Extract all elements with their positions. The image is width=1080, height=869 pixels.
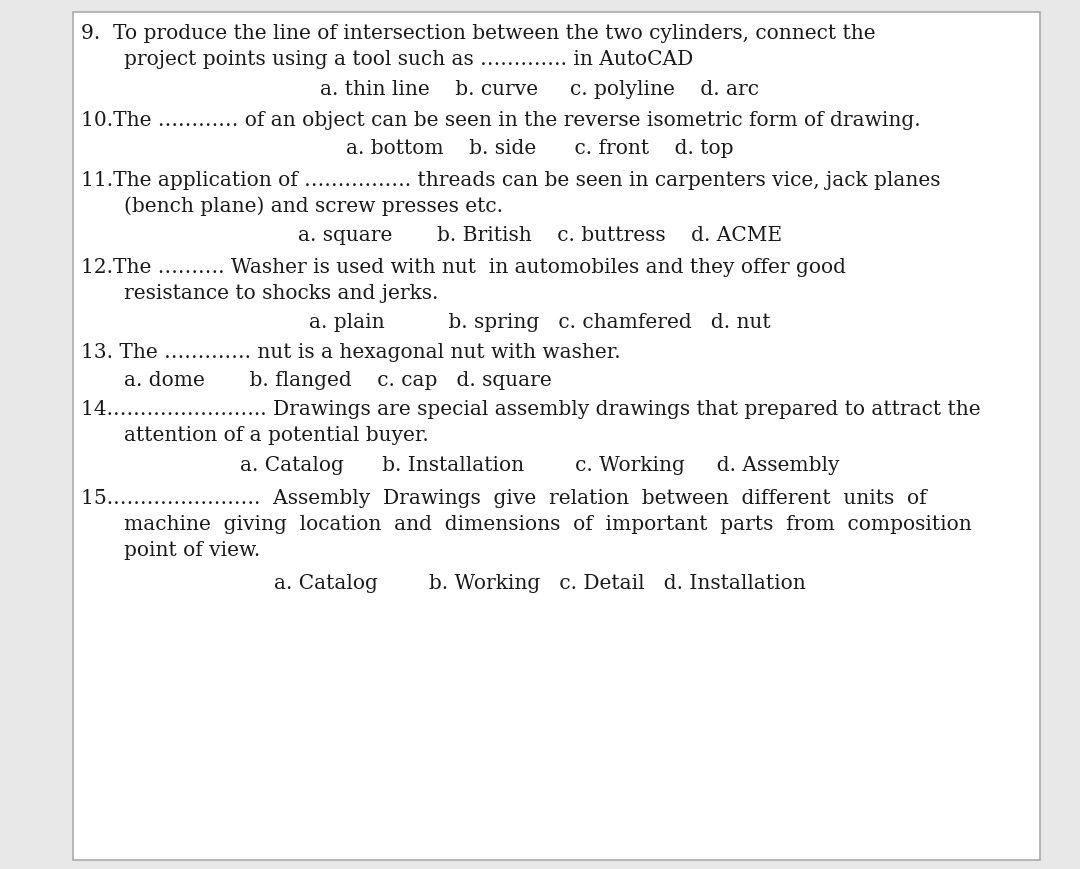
Text: 10.The ………… of an object can be seen in the reverse isometric form of drawing.: 10.The ………… of an object can be seen in … <box>81 111 920 130</box>
Text: resistance to shocks and jerks.: resistance to shocks and jerks. <box>124 283 438 302</box>
Text: a. plain          b. spring   c. chamfered   d. nut: a. plain b. spring c. chamfered d. nut <box>309 313 771 332</box>
Text: a. bottom    b. side      c. front    d. top: a. bottom b. side c. front d. top <box>347 139 733 158</box>
Text: 14.………………….. Drawings are special assembly drawings that prepared to attract the: 14.………………….. Drawings are special assemb… <box>81 400 981 419</box>
Text: a. thin line    b. curve     c. polyline    d. arc: a. thin line b. curve c. polyline d. arc <box>321 80 759 99</box>
Text: point of view.: point of view. <box>124 541 260 560</box>
Text: project points using a tool such as …………. in AutoCAD: project points using a tool such as …………… <box>124 50 693 70</box>
Text: a. dome       b. flanged    c. cap   d. square: a. dome b. flanged c. cap d. square <box>124 370 552 389</box>
Text: 9.  To produce the line of intersection between the two cylinders, connect the: 9. To produce the line of intersection b… <box>81 24 876 43</box>
Text: 11.The application of ……………. threads can be seen in carpenters vice, jack planes: 11.The application of ……………. threads can… <box>81 170 941 189</box>
Text: 13. The …………. nut is a hexagonal nut with washer.: 13. The …………. nut is a hexagonal nut wit… <box>81 342 621 362</box>
Text: (bench plane) and screw presses etc.: (bench plane) and screw presses etc. <box>124 196 503 216</box>
Text: machine  giving  location  and  dimensions  of  important  parts  from  composit: machine giving location and dimensions o… <box>124 514 972 534</box>
Text: a. Catalog      b. Installation        c. Working     d. Assembly: a. Catalog b. Installation c. Working d.… <box>240 455 840 474</box>
FancyBboxPatch shape <box>73 13 1040 860</box>
Text: a. Catalog        b. Working   c. Detail   d. Installation: a. Catalog b. Working c. Detail d. Insta… <box>274 574 806 593</box>
Text: 12.The ………. Washer is used with nut  in automobiles and they offer good: 12.The ………. Washer is used with nut in a… <box>81 257 846 276</box>
Text: a. square       b. British    c. buttress    d. ACME: a. square b. British c. buttress d. ACME <box>298 226 782 245</box>
Text: 15.………………….  Assembly  Drawings  give  relation  between  different  units  of: 15.…………………. Assembly Drawings give relat… <box>81 488 927 507</box>
Text: attention of a potential buyer.: attention of a potential buyer. <box>124 426 429 445</box>
